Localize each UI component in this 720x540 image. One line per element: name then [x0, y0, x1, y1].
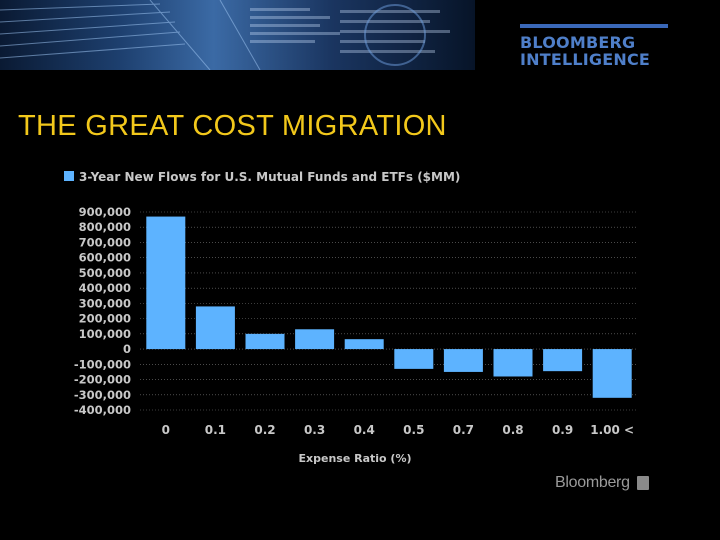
banner-image [0, 0, 475, 70]
y-tick-label: 700,000 [79, 235, 131, 249]
y-tick-label: 800,000 [79, 220, 131, 234]
y-tick-label: 100,000 [79, 327, 131, 341]
x-tick-label: 0.1 [205, 423, 226, 437]
x-axis-title: Expense Ratio (%) [299, 452, 412, 465]
slide-title: THE GREAT COST MIGRATION [18, 110, 447, 142]
bar-9 [592, 349, 632, 398]
y-tick-label: 900,000 [79, 205, 131, 219]
y-tick-label: -400,000 [74, 403, 131, 417]
x-tick-label: 0.2 [254, 423, 275, 437]
y-tick-label: 400,000 [79, 281, 131, 295]
x-tick-label: 0.3 [304, 423, 325, 437]
y-tick-label: 0 [123, 342, 131, 356]
bloomberg-terminal-icon [637, 476, 649, 490]
bar-1 [195, 306, 235, 350]
y-tick-label: -200,000 [74, 373, 131, 387]
y-tick-label: 500,000 [79, 266, 131, 280]
legend-swatch [64, 171, 74, 181]
bar-4 [344, 339, 384, 350]
bloomberg-intelligence-logo: BLOOMBERG INTELLIGENCE [520, 24, 668, 68]
y-tick-label: -300,000 [74, 388, 131, 402]
legend-label: 3-Year New Flows for U.S. Mutual Funds a… [79, 170, 460, 184]
x-tick-label: 0.8 [502, 423, 523, 437]
x-tick-label: 0.7 [453, 423, 474, 437]
x-tick-label: 0.4 [354, 423, 375, 437]
brand-line-1: BLOOMBERG [520, 33, 636, 52]
expense-ratio-bar-chart: 3-Year New Flows for U.S. Mutual Funds a… [64, 170, 636, 465]
bloomberg-footer-logo: Bloomberg [555, 474, 630, 491]
y-tick-label: 200,000 [79, 312, 131, 326]
bar-2 [245, 333, 285, 350]
bar-8 [543, 349, 583, 372]
financial-screens-graphic [0, 0, 450, 70]
bar-6 [443, 349, 483, 372]
x-tick-label: 0.5 [403, 423, 424, 437]
y-tick-label: 600,000 [79, 251, 131, 265]
x-tick-label: 0 [162, 423, 170, 437]
y-tick-label: 300,000 [79, 296, 131, 310]
y-tick-label: -100,000 [74, 357, 131, 371]
bar-7 [493, 349, 533, 377]
bar-5 [394, 349, 434, 369]
bar-3 [295, 329, 335, 350]
bar-0 [146, 216, 186, 350]
brand-line-2: INTELLIGENCE [520, 50, 651, 69]
x-tick-label: 1.00 < [590, 423, 634, 437]
x-tick-label: 0.9 [552, 423, 573, 437]
